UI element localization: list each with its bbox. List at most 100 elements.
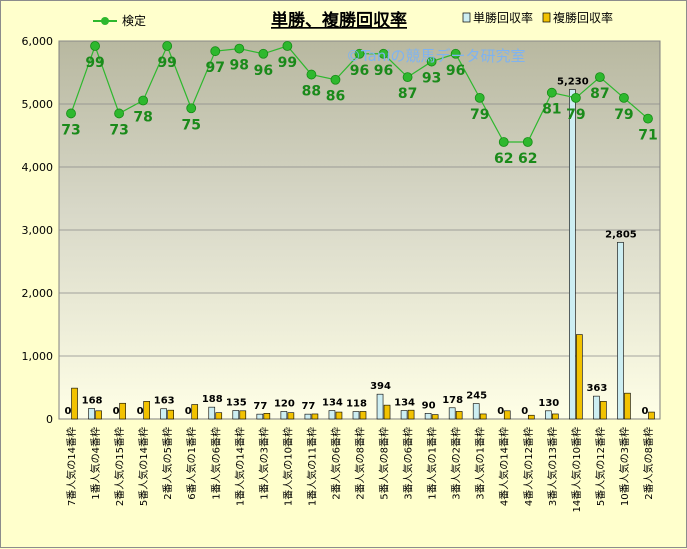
- bar-tansho: [208, 406, 216, 420]
- x-tick-label: 2番人気の6番枠: [329, 427, 342, 500]
- y-tick-label: 1,000: [22, 350, 54, 363]
- kentei-point: [186, 103, 197, 114]
- bar-fukusho: [167, 409, 174, 420]
- chart-title: 単勝、複勝回収率: [271, 10, 407, 31]
- y-tick-label: 2,000: [22, 287, 54, 300]
- bar-fukusho: [95, 410, 102, 420]
- x-tick-label: 2番人気の5番枠: [161, 427, 174, 500]
- bar-fukusho: [479, 413, 487, 420]
- legend-swatch-fukusho: [542, 12, 551, 23]
- bar-fukusho: [335, 411, 343, 420]
- kentei-point: [354, 48, 365, 59]
- y-tick-label: 5,000: [22, 98, 54, 111]
- kentei-label: 71: [638, 128, 657, 144]
- kentei-point: [114, 108, 124, 119]
- kentei-label: 88: [302, 84, 321, 100]
- kentei-label: 96: [446, 63, 465, 79]
- bar-fukusho: [71, 387, 78, 420]
- data-label-tansho: 5,230: [557, 77, 589, 88]
- watermark: ©Taniの競馬データ研究室: [346, 47, 526, 65]
- kentei-label: 79: [470, 107, 489, 123]
- bar-tansho: [304, 413, 312, 420]
- x-tick-label: 14番人気の10番枠: [570, 427, 583, 512]
- x-tick-label: 1番人気の1番枠: [426, 427, 439, 500]
- bar-fukusho: [359, 411, 367, 420]
- kentei-label: 62: [494, 151, 513, 167]
- legend-label-tansho: 単勝回収率: [473, 10, 533, 25]
- bar-tansho: [448, 407, 456, 420]
- kentei-label: 78: [133, 109, 152, 125]
- kentei-point: [426, 56, 437, 67]
- legend-label-fukusho: 複勝回収率: [553, 10, 613, 25]
- kentei-point: [546, 87, 557, 98]
- bar-fukusho: [287, 412, 295, 420]
- kentei-label: 96: [254, 63, 273, 79]
- data-label-tansho: 394: [370, 381, 391, 392]
- x-tick-label: 10番人気の3番枠: [618, 427, 631, 506]
- kentei-point: [330, 74, 341, 85]
- bar-fukusho: [455, 411, 463, 420]
- x-tick-label: 5番人気の8番枠: [378, 427, 391, 500]
- kentei-label: 62: [518, 151, 537, 167]
- bar-tansho: [328, 410, 336, 420]
- kentei-label: 73: [61, 122, 80, 138]
- bar-fukusho: [119, 402, 126, 420]
- bar-tansho: [280, 411, 288, 420]
- x-tick-label: 2番人気の8番枠: [642, 427, 655, 500]
- x-tick-label: 1番人気の10番枠: [281, 427, 294, 506]
- bar-fukusho: [383, 404, 391, 420]
- x-tick-label: 6番人気の1番枠: [185, 427, 198, 500]
- data-label-tansho: 2,805: [605, 229, 637, 240]
- kentei-label: 99: [157, 55, 176, 71]
- x-tick-label: 1番人気の14番枠: [233, 427, 246, 506]
- kentei-label: 96: [350, 63, 369, 79]
- kentei-label: 86: [326, 89, 345, 105]
- kentei-label: 99: [85, 55, 104, 71]
- bar-fukusho: [311, 413, 319, 420]
- kentei-label: 79: [566, 107, 585, 123]
- bar-tansho: [160, 408, 167, 420]
- x-tick-label: 1番人気の11番枠: [305, 427, 318, 506]
- bar-fukusho: [552, 413, 559, 420]
- kentei-point: [522, 137, 533, 147]
- data-label-tansho: 77: [253, 401, 267, 412]
- kentei-point: [138, 95, 149, 106]
- kentei-point: [474, 92, 485, 103]
- data-label-tansho: 363: [586, 383, 607, 394]
- kentei-point: [234, 43, 245, 54]
- kentei-point: [66, 108, 76, 119]
- kentei-point: [570, 92, 581, 103]
- kentei-label: 87: [398, 86, 417, 102]
- kentei-point: [258, 48, 269, 59]
- bar-tansho: [617, 241, 624, 420]
- bar-fukusho: [600, 401, 607, 420]
- kentei-point: [306, 69, 317, 80]
- bar-fukusho: [143, 401, 150, 420]
- x-tick-label: 5番人気の14番枠: [137, 427, 150, 506]
- kentei-point: [619, 92, 629, 103]
- legend-swatch-tansho: [462, 12, 471, 23]
- kentei-point: [210, 46, 221, 57]
- x-tick-label: 4番人気の12番枠: [522, 427, 535, 506]
- kentei-point: [643, 113, 653, 124]
- x-tick-label: 3番人気の1番枠: [474, 427, 487, 500]
- bar-fukusho: [527, 414, 535, 420]
- kentei-label: 96: [374, 63, 393, 79]
- data-label-tansho: 0: [113, 406, 120, 417]
- data-label-tansho: 118: [346, 399, 367, 410]
- y-tick-label: 4,000: [22, 161, 54, 174]
- kentei-label: 75: [181, 117, 200, 133]
- kentei-label: 93: [422, 71, 441, 87]
- x-tick-label: 2番人気の8番枠: [354, 427, 367, 500]
- kentei-point: [595, 72, 605, 83]
- bar-tansho: [593, 395, 600, 420]
- bar-tansho: [545, 410, 552, 420]
- kentei-point: [402, 72, 413, 83]
- bar-tansho: [232, 410, 240, 420]
- kentei-label: 99: [278, 55, 297, 71]
- legend-marker: [101, 17, 109, 25]
- x-tick-label: 5番人気の12番枠: [594, 427, 607, 506]
- x-tick-label: 7番人気の14番枠: [65, 427, 78, 506]
